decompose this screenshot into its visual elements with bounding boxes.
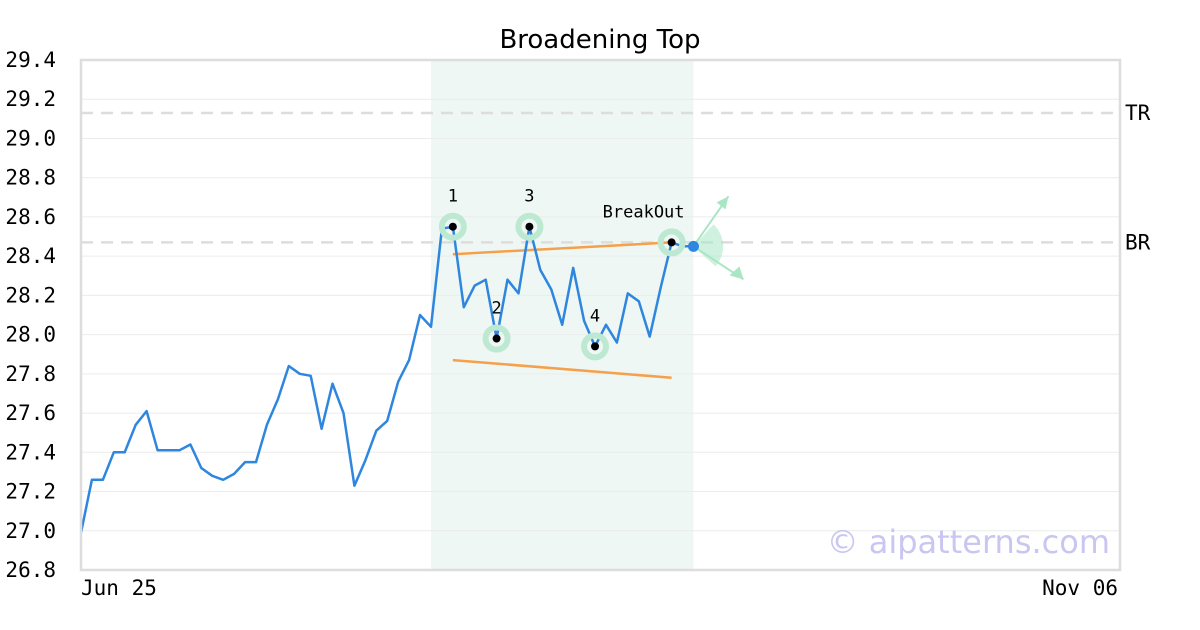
x-tick-start: Jun 25 [81, 576, 157, 600]
pivot-3-dot [525, 222, 534, 231]
trendline-upper [452, 241, 672, 256]
arrow-up-head [716, 196, 729, 210]
breakout-ring [657, 228, 686, 257]
pivot-4-dot [591, 342, 600, 351]
pivot-2-label: 2 [491, 299, 501, 319]
breakout-dot [667, 238, 676, 247]
y-tick-label: 27.6 [5, 401, 56, 425]
pivot-1-dot [448, 222, 457, 231]
watermark: © aipatterns.com [827, 523, 1110, 561]
pivot-4-label: 4 [590, 306, 600, 326]
pivot-3-label: 3 [524, 187, 534, 207]
chart-title: Broadening Top [499, 25, 700, 55]
pivot-1-label: 1 [448, 187, 458, 207]
plot-frame [79, 58, 1122, 572]
y-tick-label: 28.4 [5, 244, 56, 268]
ref-label-tr: TR [1125, 101, 1151, 125]
y-tick-label: 27.4 [5, 440, 56, 464]
x-tick-end: Nov 06 [1042, 576, 1118, 600]
pivot-2-dot [492, 334, 501, 343]
y-tick-label: 28.2 [5, 283, 56, 307]
y-tick-label: 26.8 [5, 558, 56, 582]
pivot-4-ring [581, 332, 610, 361]
y-tick-label: 29.4 [5, 48, 56, 72]
y-tick-label: 27.2 [5, 480, 56, 504]
arrow-down-head [729, 266, 744, 280]
trendline-lower [452, 358, 672, 380]
projection-point [687, 240, 699, 252]
pattern-highlight-band [430, 60, 694, 570]
projection-fan [693, 224, 724, 267]
y-tick-label: 27.0 [5, 519, 56, 543]
y-tick-label: 29.0 [5, 126, 56, 150]
pivot-1-ring [438, 212, 467, 241]
y-tick-label: 28.8 [5, 166, 56, 190]
y-tick-label: 28.6 [5, 205, 56, 229]
y-tick-label: 29.2 [5, 87, 56, 111]
pivot-3-ring [515, 212, 544, 241]
y-tick-label: 28.0 [5, 323, 56, 347]
pivot-2-ring [482, 324, 511, 353]
y-tick-label: 27.8 [5, 362, 56, 386]
ref-label-br: BR [1125, 230, 1151, 254]
breakout-label: BreakOut [603, 202, 685, 222]
